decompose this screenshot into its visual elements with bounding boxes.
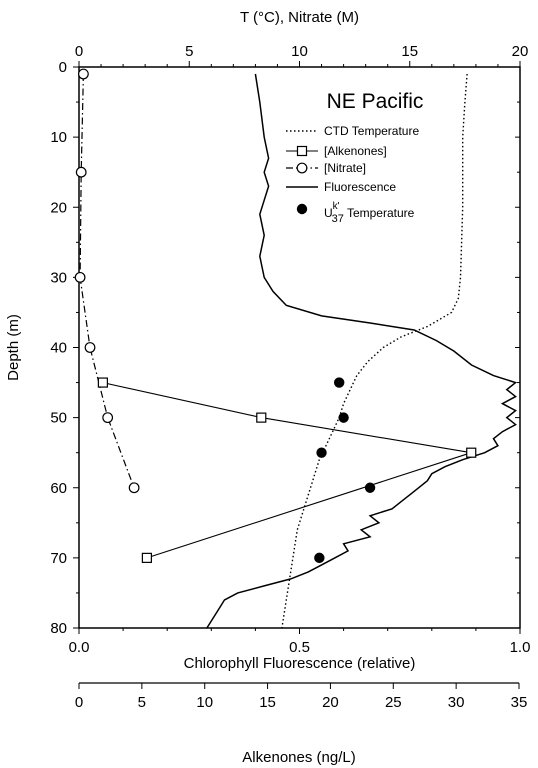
y-tick-label: 40 (50, 340, 67, 357)
alkenones-point (141, 552, 152, 563)
fluorescence-line (206, 73, 518, 629)
top-tick-label: 0 (75, 43, 83, 60)
uk37-temperature-point (338, 412, 349, 423)
y-tick-label: 60 (50, 480, 67, 497)
nitrate-point (78, 68, 89, 80)
alkenone-tick-label: 25 (385, 694, 402, 711)
legend-fluorescence-label: Fluorescence (324, 180, 396, 194)
nitrate-point (128, 482, 140, 494)
legend-alkenones-marker (296, 145, 308, 157)
legend-alkenones-label: [Alkenones] (324, 144, 387, 158)
bottom-tick-label: 0.0 (69, 639, 90, 656)
legend-ctd-label: CTD Temperature (324, 124, 419, 138)
y-tick-label: 10 (50, 129, 67, 146)
legend-uk37-marker (296, 203, 308, 215)
legend-uk37-label: Uk' 37 Temperature (324, 201, 415, 225)
legend-nitrate-label: [Nitrate] (324, 161, 366, 175)
alkenones-point (466, 447, 477, 458)
alkenones-point (256, 412, 267, 423)
nitrate-point (84, 342, 96, 353)
alkenone-axis-title: Alkenones (ng/L) (242, 749, 355, 766)
bottom-tick-label: 0.5 (289, 639, 310, 656)
alkenone-tick-label: 10 (196, 694, 213, 711)
y-tick-label: 0 (59, 59, 67, 76)
uk37-temperature-point (364, 482, 376, 493)
top-tick-label: 15 (401, 43, 418, 60)
alkenone-tick-label: 30 (448, 694, 465, 711)
top-tick-label: 10 (291, 43, 308, 60)
nitrate-point (74, 271, 86, 283)
y-tick-label: 50 (50, 410, 67, 427)
top-tick-label: 5 (185, 43, 193, 60)
alkenones-line (102, 382, 472, 559)
top-tick-label: 20 (512, 43, 529, 60)
nitrate-point (75, 166, 87, 178)
legend-nitrate-marker (296, 162, 308, 174)
alkenones-point (97, 377, 108, 388)
y-tick-label: 20 (50, 199, 67, 216)
chart-title: NE Pacific (327, 90, 424, 113)
y-tick-label: 70 (50, 550, 67, 567)
alkenone-tick-label: 35 (511, 694, 528, 711)
nitrate-line (79, 73, 135, 489)
legend-uk37-sup: k' (333, 201, 340, 212)
top-axis-title: T (°C), Nitrate (M) (240, 9, 359, 26)
alkenone-tick-label: 0 (75, 694, 83, 711)
y-tick-label: 80 (50, 620, 67, 637)
uk37-temperature-point (316, 447, 327, 458)
alkenone-tick-label: 20 (322, 694, 339, 711)
uk37-temperature-point (314, 552, 325, 564)
alkenone-tick-label: 15 (259, 694, 276, 711)
bottom-axis-title: Chlorophyll Fluorescence (relative) (184, 655, 416, 672)
uk37-temperature-point (333, 377, 345, 388)
y-axis-title: Depth (m) (5, 314, 22, 381)
y-tick-label: 30 (50, 269, 67, 286)
nitrate-point (102, 412, 114, 424)
legend-uk37-suffix: Temperature (344, 206, 415, 220)
alkenone-tick-label: 5 (138, 694, 146, 711)
bottom-tick-label: 1.0 (510, 639, 531, 656)
legend-uk37-sub: 37 (332, 213, 344, 225)
legend-uk37-prefix: U (324, 206, 333, 220)
